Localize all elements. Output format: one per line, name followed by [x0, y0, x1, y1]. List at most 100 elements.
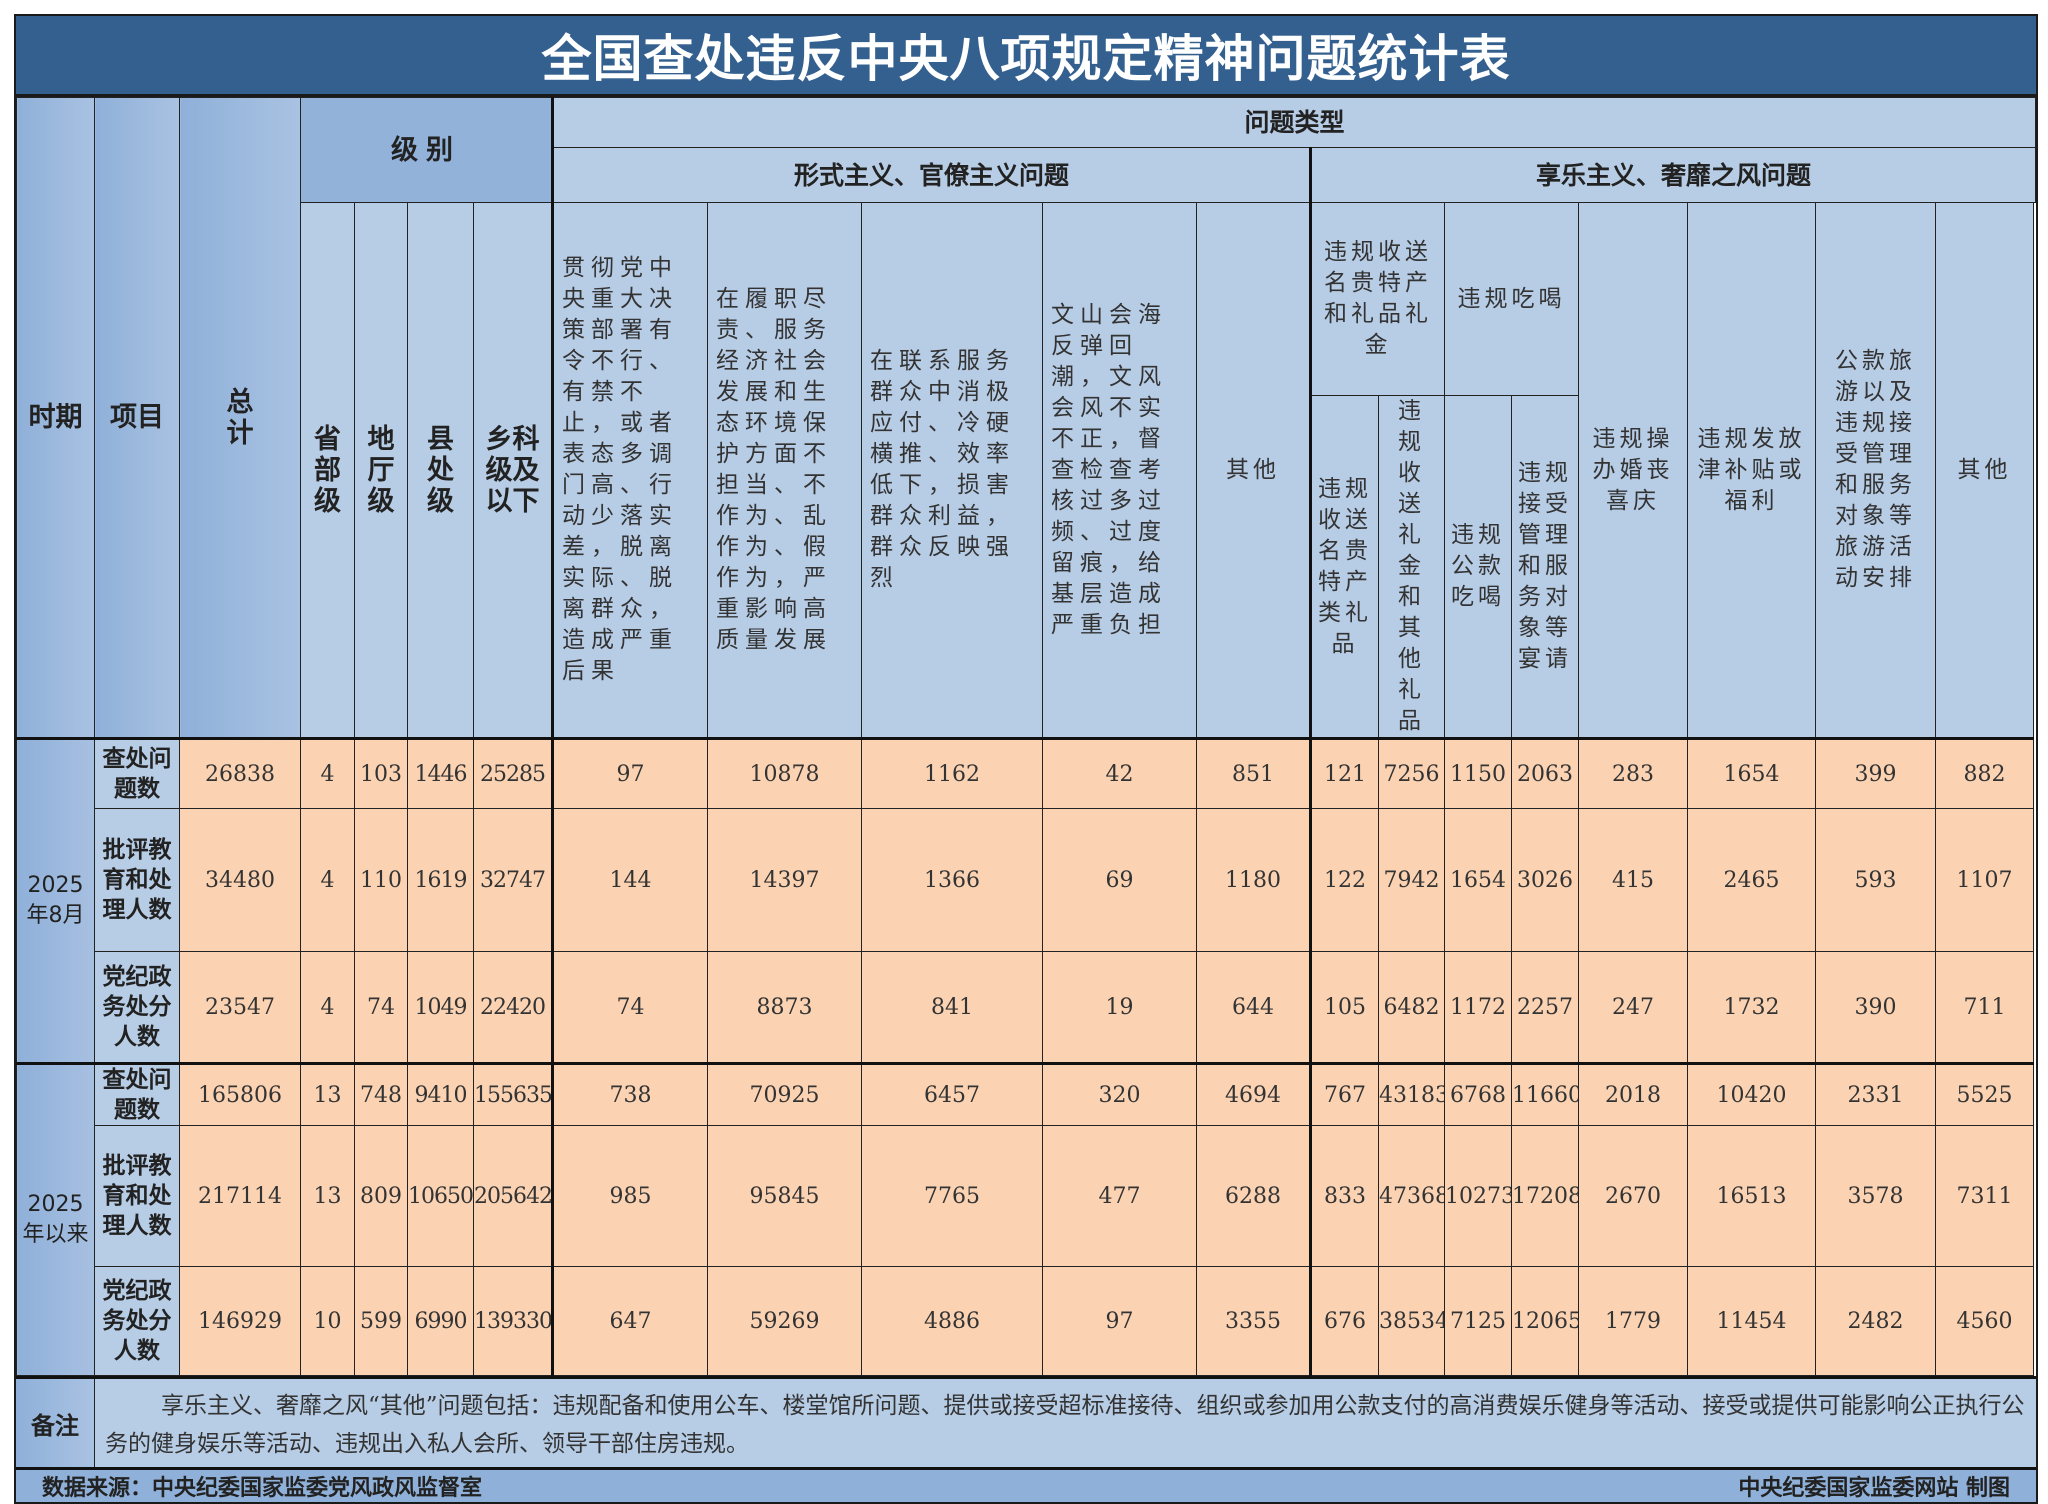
header-dining-banquets: 违规接受管理和服务对象等宴请: [1511, 395, 1579, 739]
data-cell: 2063: [1511, 737, 1579, 809]
header-hedonism-other: 其他: [1935, 202, 2034, 739]
data-cell: 10273: [1444, 1125, 1512, 1267]
data-cell: 3578: [1815, 1125, 1936, 1267]
remark-text: 享乐主义、奢靡之风“其他”问题包括：违规配备和使用公车、楼堂馆所问题、提供或接受…: [105, 1393, 2025, 1457]
data-cell: 8873: [707, 951, 862, 1064]
data-cell: 2018: [1578, 1062, 1688, 1126]
period-cell: 2025年8月: [16, 737, 95, 1064]
data-cell: 6288: [1196, 1125, 1311, 1267]
data-cell: 2670: [1578, 1125, 1688, 1267]
header-formalism-col-other: 其他: [1196, 202, 1311, 739]
data-cell: 833: [1309, 1125, 1379, 1267]
data-cell: 1446: [407, 737, 474, 809]
data-cell: 23547: [179, 951, 301, 1064]
data-cell: 6457: [861, 1062, 1043, 1126]
data-cell: 97: [1042, 1266, 1197, 1376]
data-cell: 105: [1309, 951, 1379, 1064]
data-cell: 4: [300, 951, 355, 1064]
header-dining-public-funds: 违规公款吃喝: [1444, 395, 1512, 739]
data-cell: 644: [1196, 951, 1311, 1064]
data-cell: 1150: [1444, 737, 1512, 809]
data-cell: 6768: [1444, 1062, 1512, 1126]
data-cell: 7311: [1935, 1125, 2034, 1267]
data-cell: 144: [551, 808, 708, 952]
row-item-label: 查处问题数: [94, 737, 180, 809]
data-cell: 13: [300, 1062, 355, 1126]
header-allowances: 违规发放津补贴或福利: [1687, 202, 1816, 739]
data-cell: 10: [300, 1266, 355, 1376]
table-row: 党纪政务处分人数 146929 10 599 6990 139330 647 59269 488…: [17, 1266, 2036, 1376]
data-cell: 477: [1042, 1125, 1197, 1267]
data-cell: 38534: [1378, 1266, 1445, 1376]
data-cell: 34480: [179, 808, 301, 952]
header-formalism-col-4: 文山会海反弹回潮，文风会风不实不正，督查检查考核过多过频、过度留痕，给基层造成严…: [1042, 202, 1197, 739]
header-gifts: 违规收送名贵特产和礼品礼金: [1309, 202, 1445, 396]
header-dining: 违规吃喝: [1444, 202, 1579, 396]
data-cell: 22420: [473, 951, 553, 1064]
data-cell: 205642: [473, 1125, 553, 1267]
header-level: 级别: [300, 97, 553, 203]
data-cell: 12065: [1511, 1266, 1579, 1376]
data-cell: 121: [1309, 737, 1379, 809]
header-level-province: 省部级: [300, 202, 355, 739]
data-cell: 139330: [473, 1266, 553, 1376]
data-cell: 16513: [1687, 1125, 1816, 1267]
row-item-label: 批评教育和处理人数: [94, 1125, 180, 1267]
data-cell: 6990: [407, 1266, 474, 1376]
data-cell: 1732: [1687, 951, 1816, 1064]
data-cell: 32747: [473, 808, 553, 952]
data-cell: 320: [1042, 1062, 1197, 1126]
data-cell: 7125: [1444, 1266, 1512, 1376]
data-cell: 4: [300, 737, 355, 809]
data-cell: 74: [354, 951, 408, 1064]
data-cell: 59269: [707, 1266, 862, 1376]
data-cell: 283: [1578, 737, 1688, 809]
data-cell: 155635: [473, 1062, 553, 1126]
table-row: 2025年8月 查处问题数 26838 4 103 1446 25285 97 10878 116…: [16, 737, 2036, 1064]
header-weddings-funerals: 违规操办婚丧喜庆: [1578, 202, 1688, 739]
data-cell: 14397: [707, 808, 862, 952]
data-cell: 399: [1815, 737, 1936, 809]
data-cell: 47368: [1378, 1125, 1445, 1267]
data-cell: 70925: [707, 1062, 862, 1126]
data-cell: 4886: [861, 1266, 1043, 1376]
header-total: 总计: [179, 97, 301, 739]
data-cell: 1180: [1196, 808, 1311, 952]
stats-table-graphic: 全国查处违反中央八项规定精神问题统计表 时期 项目 总计 级别 问题类型 形式主…: [14, 14, 2038, 1504]
data-cell: 748: [354, 1062, 408, 1126]
data-cell: 593: [1815, 808, 1936, 952]
data-cell: 103: [354, 737, 408, 809]
data-cell: 5525: [1935, 1062, 2034, 1126]
data-cell: 7942: [1378, 808, 1445, 952]
data-cell: 1366: [861, 808, 1043, 952]
data-cell: 2465: [1687, 808, 1816, 952]
header-formalism-col-1: 贯彻党中央重大决策部署有令不行、有禁不止，或者表态多调门高、行动少落实差，脱离实…: [551, 202, 708, 739]
data-cell: 6482: [1378, 951, 1445, 1064]
data-cell: 165806: [179, 1062, 301, 1126]
data-cell: 1107: [1935, 808, 2034, 952]
header-level-county: 县处级: [407, 202, 474, 739]
data-cell: 4694: [1196, 1062, 1311, 1126]
data-cell: 1654: [1444, 808, 1512, 952]
data-cell: 11454: [1687, 1266, 1816, 1376]
table-row: 党纪政务处分人数 23547 4 74 1049 22420 74 8873 841 19 644 1…: [17, 951, 2036, 1064]
data-cell: 3355: [1196, 1266, 1311, 1376]
data-cell: 69: [1042, 808, 1197, 952]
header-formalism-col-2: 在履职尽责、服务经济社会发展和生态环境保护方面不担当、不作为、乱作为、假作为，严…: [707, 202, 862, 739]
data-cell: 3026: [1511, 808, 1579, 952]
header-level-prefecture: 地厅级: [354, 202, 408, 739]
data-cell: 9410: [407, 1062, 474, 1126]
data-cell: 985: [551, 1125, 708, 1267]
data-cell: 95845: [707, 1125, 862, 1267]
credit: 中央纪委国家监委网站 制图: [1738, 1476, 2010, 1501]
data-cell: 1049: [407, 951, 474, 1064]
data-cell: 809: [354, 1125, 408, 1267]
header-public-travel: 公款旅游以及违规接受管理和服务对象等旅游活动安排: [1815, 202, 1936, 739]
stats-table: 时期 项目 总计 级别 问题类型 形式主义、官僚主义问题 享乐主义、奢靡之风问题…: [16, 97, 2036, 1376]
table-row: 批评教育和处理人数 217114 13 809 10650 205642 985 95845 7…: [17, 1125, 2036, 1267]
header-level-township: 乡科级及以下: [473, 202, 553, 739]
row-item-label: 查处问题数: [94, 1062, 180, 1126]
data-cell: 146929: [179, 1266, 301, 1376]
data-cell: 1779: [1578, 1266, 1688, 1376]
data-cell: 711: [1935, 951, 2034, 1064]
